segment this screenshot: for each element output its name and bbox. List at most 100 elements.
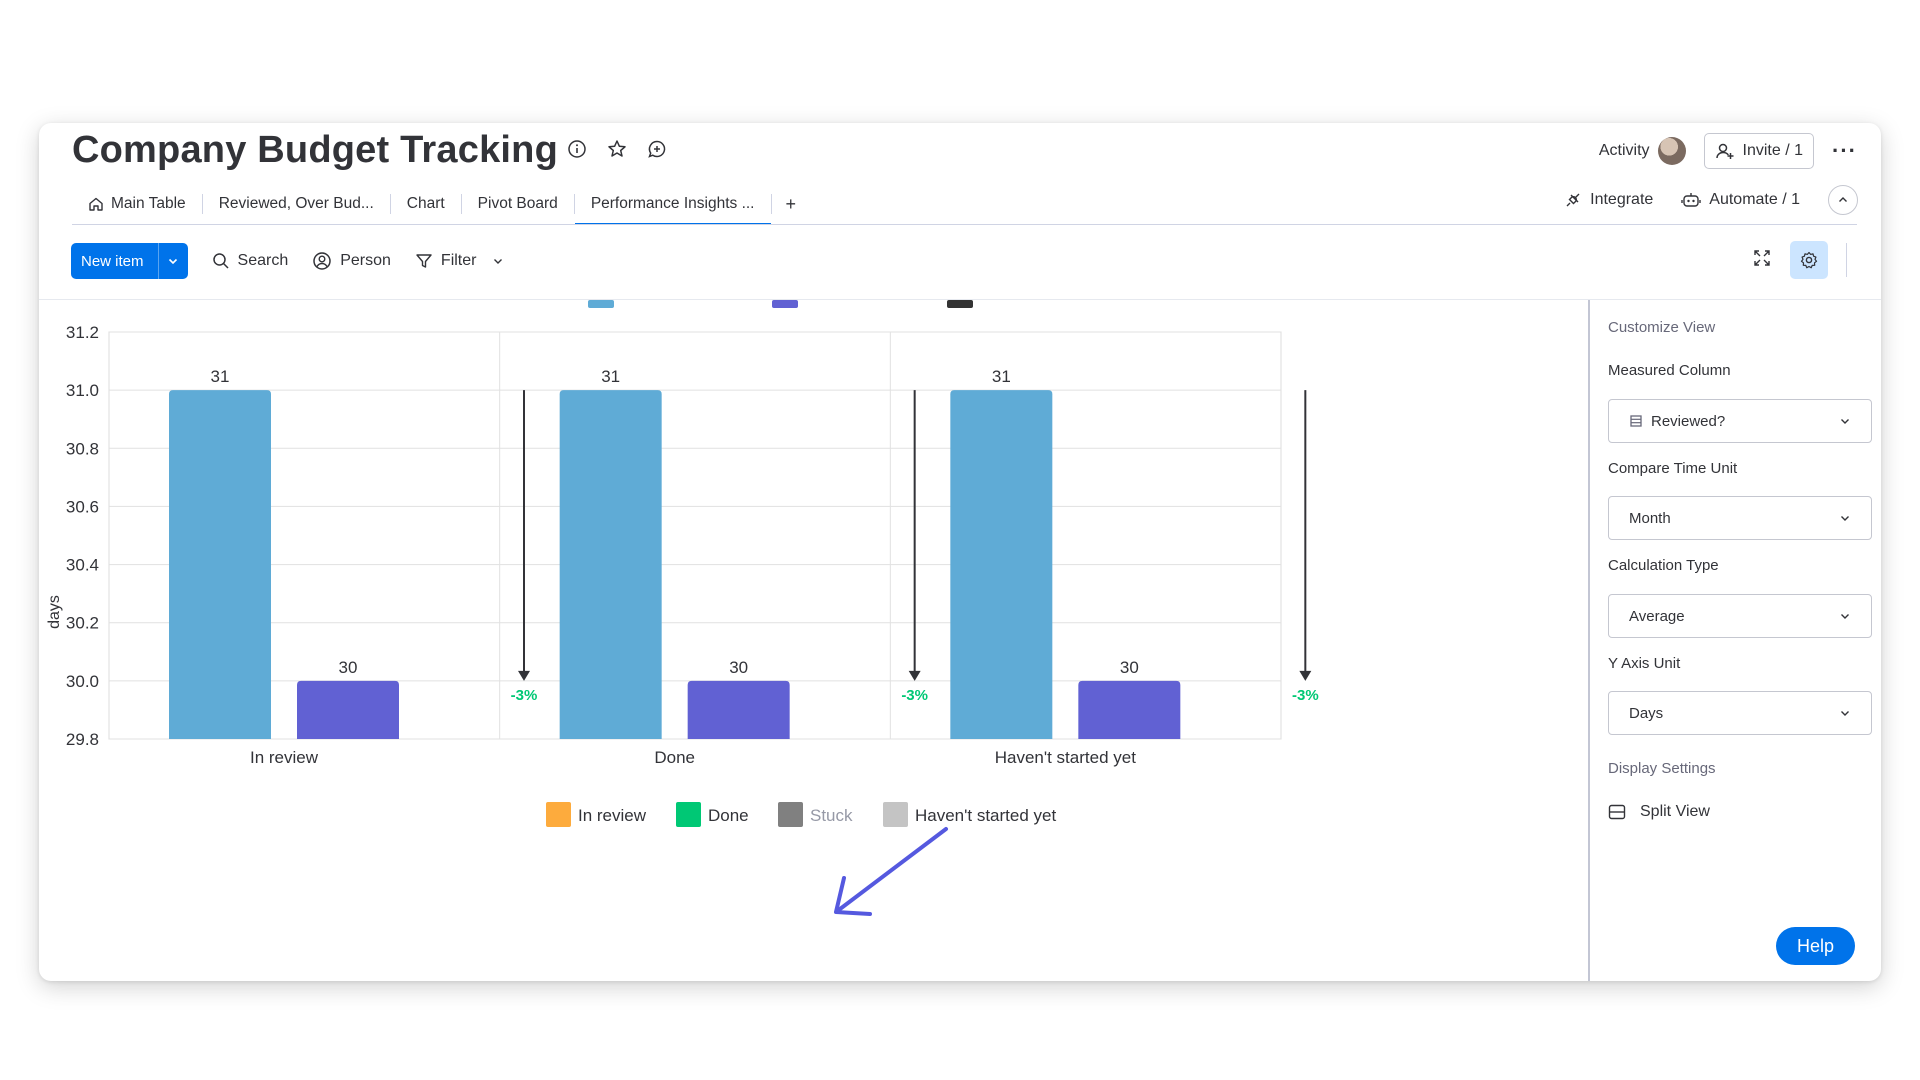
- tab-label: Main Table: [111, 195, 186, 212]
- activity-label: Activity: [1598, 142, 1650, 159]
- y-tick-label: 30.0: [66, 672, 99, 691]
- new-item-dropdown[interactable]: [157, 243, 188, 279]
- calculation-type-label: Calculation Type: [1608, 557, 1719, 574]
- chart-bar: [559, 390, 662, 739]
- top-legend-partial: [588, 300, 973, 308]
- bar-value-label: 31: [601, 367, 620, 386]
- tab-main-table[interactable]: Main Table: [72, 183, 202, 225]
- split-view-option[interactable]: Split View: [1608, 803, 1710, 821]
- tab-divider: [573, 194, 575, 214]
- y-tick-label: 31.2: [66, 323, 99, 342]
- help-button[interactable]: Help: [1776, 927, 1855, 965]
- tab-divider: [770, 194, 772, 214]
- info-icon[interactable]: [565, 137, 589, 161]
- home-icon: [89, 197, 103, 211]
- gear-icon: [1800, 251, 1818, 269]
- x-category-label: In review: [250, 748, 319, 767]
- legend-label: Haven't started yet: [915, 806, 1056, 825]
- more-options-icon[interactable]: ···: [1832, 138, 1857, 163]
- y-tick-label: 30.8: [66, 439, 99, 458]
- tab-divider: [460, 194, 462, 214]
- search-button[interactable]: Search: [212, 252, 289, 270]
- chat-icon[interactable]: [645, 137, 669, 161]
- change-percent-label: -3%: [901, 687, 928, 704]
- tab-divider: [389, 194, 391, 214]
- legend-swatch: [676, 802, 701, 827]
- person-label: Person: [340, 252, 391, 269]
- tabs-divider: [72, 224, 1857, 225]
- chevron-down-icon: [1841, 711, 1849, 716]
- y-tick-label: 29.8: [66, 730, 99, 749]
- tab-chart[interactable]: Chart: [391, 183, 461, 225]
- title-icons: [565, 137, 669, 161]
- compare-time-unit-value: Month: [1629, 509, 1671, 527]
- display-settings-heading: Display Settings: [1608, 760, 1716, 777]
- chevron-down-icon[interactable]: [492, 255, 504, 267]
- search-label: Search: [237, 252, 289, 269]
- avatar: [1657, 137, 1686, 165]
- y-tick-label: 30.4: [66, 556, 99, 575]
- new-item-label: New item: [81, 252, 144, 270]
- filter-label: Filter: [440, 252, 477, 269]
- star-icon[interactable]: [605, 137, 629, 161]
- invite-label: Invite / 1: [1742, 142, 1804, 159]
- legend-label: Done: [708, 806, 749, 825]
- y-tick-label: 30.2: [66, 614, 99, 633]
- x-category-label: Haven't started yet: [995, 748, 1136, 767]
- tabs-actions: Integrate Automate / 1: [1564, 185, 1858, 215]
- performance-chart: 31.2 31.0 30.8 30.6 30.4 30.2 30.0 29.8 31 30 -3% I…: [46, 300, 1319, 916]
- tab-label: Chart: [406, 195, 445, 212]
- y-tick-label: 30.6: [66, 497, 99, 516]
- measured-column-value: Reviewed?: [1651, 412, 1726, 430]
- activity-button[interactable]: Activity: [1599, 137, 1686, 165]
- fullscreen-icon[interactable]: [1752, 248, 1772, 273]
- person-icon: [313, 252, 331, 270]
- customize-panel: Customize View Measured Column Reviewed?…: [1588, 300, 1881, 981]
- person-filter-button[interactable]: Person: [312, 251, 391, 271]
- y-axis-title: days: [46, 595, 63, 629]
- bar-value-label: 30: [339, 658, 358, 677]
- y-axis-unit-select[interactable]: Days: [1608, 691, 1872, 735]
- compare-time-unit-select[interactable]: Month: [1608, 496, 1872, 540]
- y-axis-unit-value: Days: [1629, 704, 1664, 722]
- change-arrow-head: [1299, 670, 1312, 681]
- top-legend-swatch: [947, 300, 973, 308]
- chevron-down-icon: [1841, 614, 1849, 619]
- automate-button[interactable]: Automate / 1: [1681, 191, 1800, 209]
- add-view-button[interactable]: +: [785, 193, 797, 214]
- change-arrow-head: [908, 670, 921, 681]
- legend-label: In review: [578, 806, 647, 825]
- measured-column-select[interactable]: Reviewed?: [1608, 399, 1872, 443]
- plot-frame: [108, 331, 1282, 740]
- settings-button[interactable]: [1790, 241, 1828, 279]
- tab-label: Reviewed, Over Bud...: [218, 195, 374, 212]
- tab-label: Pivot Board: [477, 195, 558, 212]
- board-title[interactable]: Company Budget Tracking: [72, 129, 559, 171]
- chart-bar: [169, 390, 271, 739]
- tab-divider: [201, 194, 203, 214]
- chevron-up-icon: [1839, 197, 1847, 202]
- search-icon: [212, 253, 229, 269]
- compare-time-unit-label: Compare Time Unit: [1608, 460, 1738, 477]
- filter-icon: [416, 254, 432, 268]
- tab-performance-insights[interactable]: Performance Insights ...: [574, 183, 771, 225]
- new-item-button[interactable]: New item: [71, 243, 188, 279]
- tab-pivot-board[interactable]: Pivot Board: [462, 183, 574, 225]
- integrate-button[interactable]: Integrate: [1564, 191, 1653, 209]
- filter-button[interactable]: Filter: [415, 252, 505, 270]
- tab-reviewed-over-budget[interactable]: Reviewed, Over Bud...: [203, 183, 390, 225]
- y-tick-label: 31.0: [66, 381, 99, 400]
- integrate-label: Integrate: [1590, 191, 1654, 208]
- bar-value-label: 30: [1120, 658, 1139, 677]
- robot-icon: [1681, 193, 1701, 207]
- calculation-type-select[interactable]: Average: [1608, 594, 1872, 638]
- content-divider: [39, 299, 1881, 300]
- collapse-header-button[interactable]: [1828, 185, 1858, 215]
- board-window: Company Budget Tracking Activity Invite …: [39, 123, 1881, 981]
- tab-label: Performance Insights ...: [590, 195, 755, 212]
- invite-button[interactable]: Invite / 1: [1703, 133, 1815, 169]
- legend-swatch: [883, 802, 908, 827]
- board-toolbar: New item Search Person Filter: [71, 243, 504, 279]
- chevron-down-icon: [168, 258, 178, 265]
- legend-swatch: [546, 802, 571, 827]
